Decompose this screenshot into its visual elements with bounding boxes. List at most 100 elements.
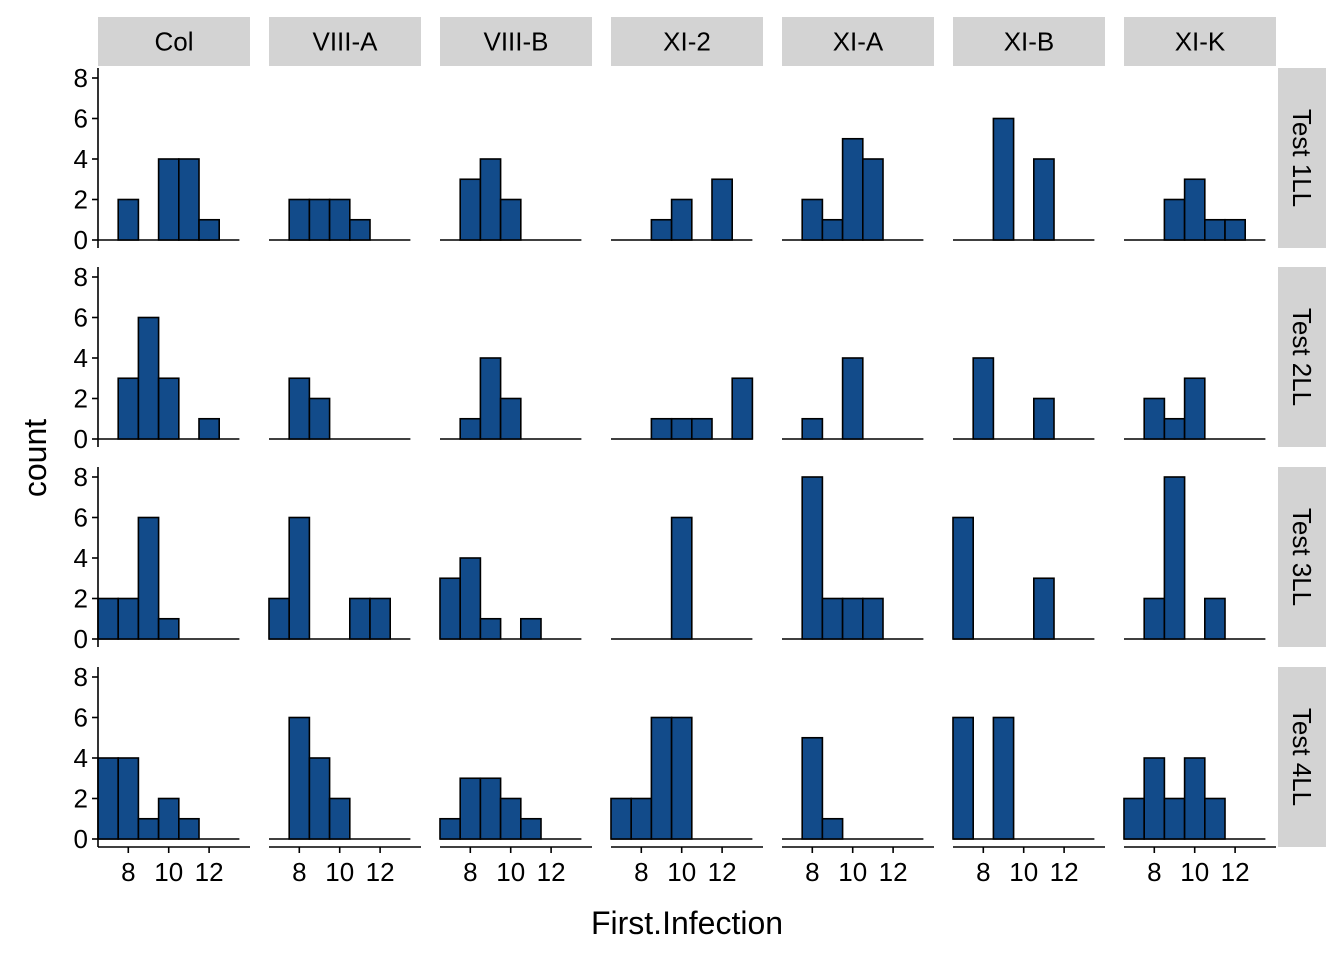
column-strip-label: XI-A [833,27,884,57]
histogram-bar [288,377,311,440]
histogram-bar [499,198,522,241]
x-tick-label: 12 [1221,857,1250,887]
y-tick-label: 2 [74,185,88,215]
x-tick-label: 10 [1180,857,1209,887]
histogram-bar [952,716,975,840]
histogram-bar [499,397,522,440]
histogram-bar [439,577,462,640]
histogram-bar [157,377,180,440]
histogram-bar [459,178,482,241]
histogram-bar [137,516,160,640]
histogram-bar [288,516,311,640]
histogram-bar [711,178,734,241]
histogram-bar [459,417,482,440]
histogram-bar [97,757,120,840]
panel [952,716,1095,840]
y-tick-label: 6 [74,303,88,333]
histogram-bar [992,117,1015,241]
x-tick-label: 8 [121,857,135,887]
y-axis: 0 2 4 6 8 [74,262,99,454]
panel [610,716,753,840]
histogram-bar [178,817,200,840]
y-tick-label: 8 [74,662,88,692]
histogram-bar [1163,476,1186,640]
histogram-bar [519,817,542,840]
row-strip-label: Test 2LL [1287,308,1317,406]
y-axis: 0 2 4 6 8 [74,462,99,654]
histogram-bar [972,357,995,440]
histogram-bar [198,218,221,241]
histogram-bar [610,797,633,840]
row-strip-label: Test 4LL [1287,708,1317,806]
histogram-bar [650,218,673,241]
histogram-bar [1033,397,1055,440]
histogram-bar [650,716,673,840]
row-strip: Test 2LL [1278,267,1326,447]
column-strip-background [98,17,250,66]
histogram-bar [1183,757,1206,840]
histogram-bar [479,617,502,640]
histogram-bar [821,817,844,840]
x-tick-label: 10 [838,857,867,887]
column-strip: XI-B [953,17,1105,66]
column-strip-background [611,17,763,66]
panel [1123,757,1266,840]
histogram-bar [841,357,864,440]
histogram-bar [801,417,824,440]
panels [97,117,1266,840]
histogram-bar [439,817,462,840]
x-axis: 8 10 12 [782,846,934,887]
panel [952,516,1095,640]
panel [440,357,582,440]
y-tick-label: 0 [74,824,88,854]
column-strip-background [1124,17,1276,66]
column-strip-background [440,17,592,66]
histogram-bar [348,218,371,241]
x-tick-label: 8 [463,857,477,887]
histogram-bar [499,797,522,840]
row-strip-label: Test 3LL [1287,508,1317,606]
x-tick-label: 10 [1009,857,1038,887]
x-tick-label: 8 [1147,857,1161,887]
histogram-bar [117,757,140,840]
row-strip: Test 4LL [1278,667,1326,847]
x-tick-label: 10 [154,857,183,887]
x-tick-label: 12 [708,857,737,887]
histogram-bar [308,397,331,440]
histogram-bar [117,198,140,241]
histogram-bar [1143,597,1166,640]
histogram-bar [1204,218,1226,241]
histogram-bar [670,716,693,840]
histogram-bar [328,797,351,840]
histogram-bar [952,516,975,640]
panel [98,316,240,440]
x-axis: 8 10 12 [440,846,592,887]
row-strip-background [1278,467,1326,647]
y-tick-label: 8 [74,63,88,93]
histogram-bar [1224,218,1247,241]
histogram-bar [821,218,844,241]
x-tick-label: 10 [496,857,525,887]
y-axis: 0 2 4 6 8 [74,662,99,854]
x-tick-label: 8 [805,857,819,887]
histogram-bar [1123,797,1146,840]
histogram-bar [841,597,864,640]
x-tick-label: 8 [292,857,306,887]
panel [782,357,924,440]
histogram-bar [308,198,331,241]
column-strip-background [269,17,421,66]
column-strip: XI-K [1124,17,1276,66]
x-axis-title: First.Infection [591,905,783,941]
histogram-bar [690,417,713,440]
row-strip: Test 1LL [1278,68,1326,248]
histogram-bar [137,817,160,840]
histogram-bar [670,198,693,241]
histogram-bar [731,377,754,440]
x-axes: 8 10 12 8 10 12 8 10 12 8 10 12 8 10 12 8 10 12 8 10 12 [98,846,1276,887]
panel [1124,377,1266,440]
histogram-bar [1033,577,1055,640]
histogram-bar [801,476,824,640]
panel [953,117,1095,241]
panel [269,716,411,840]
column-strip-label: XI-2 [663,27,711,57]
